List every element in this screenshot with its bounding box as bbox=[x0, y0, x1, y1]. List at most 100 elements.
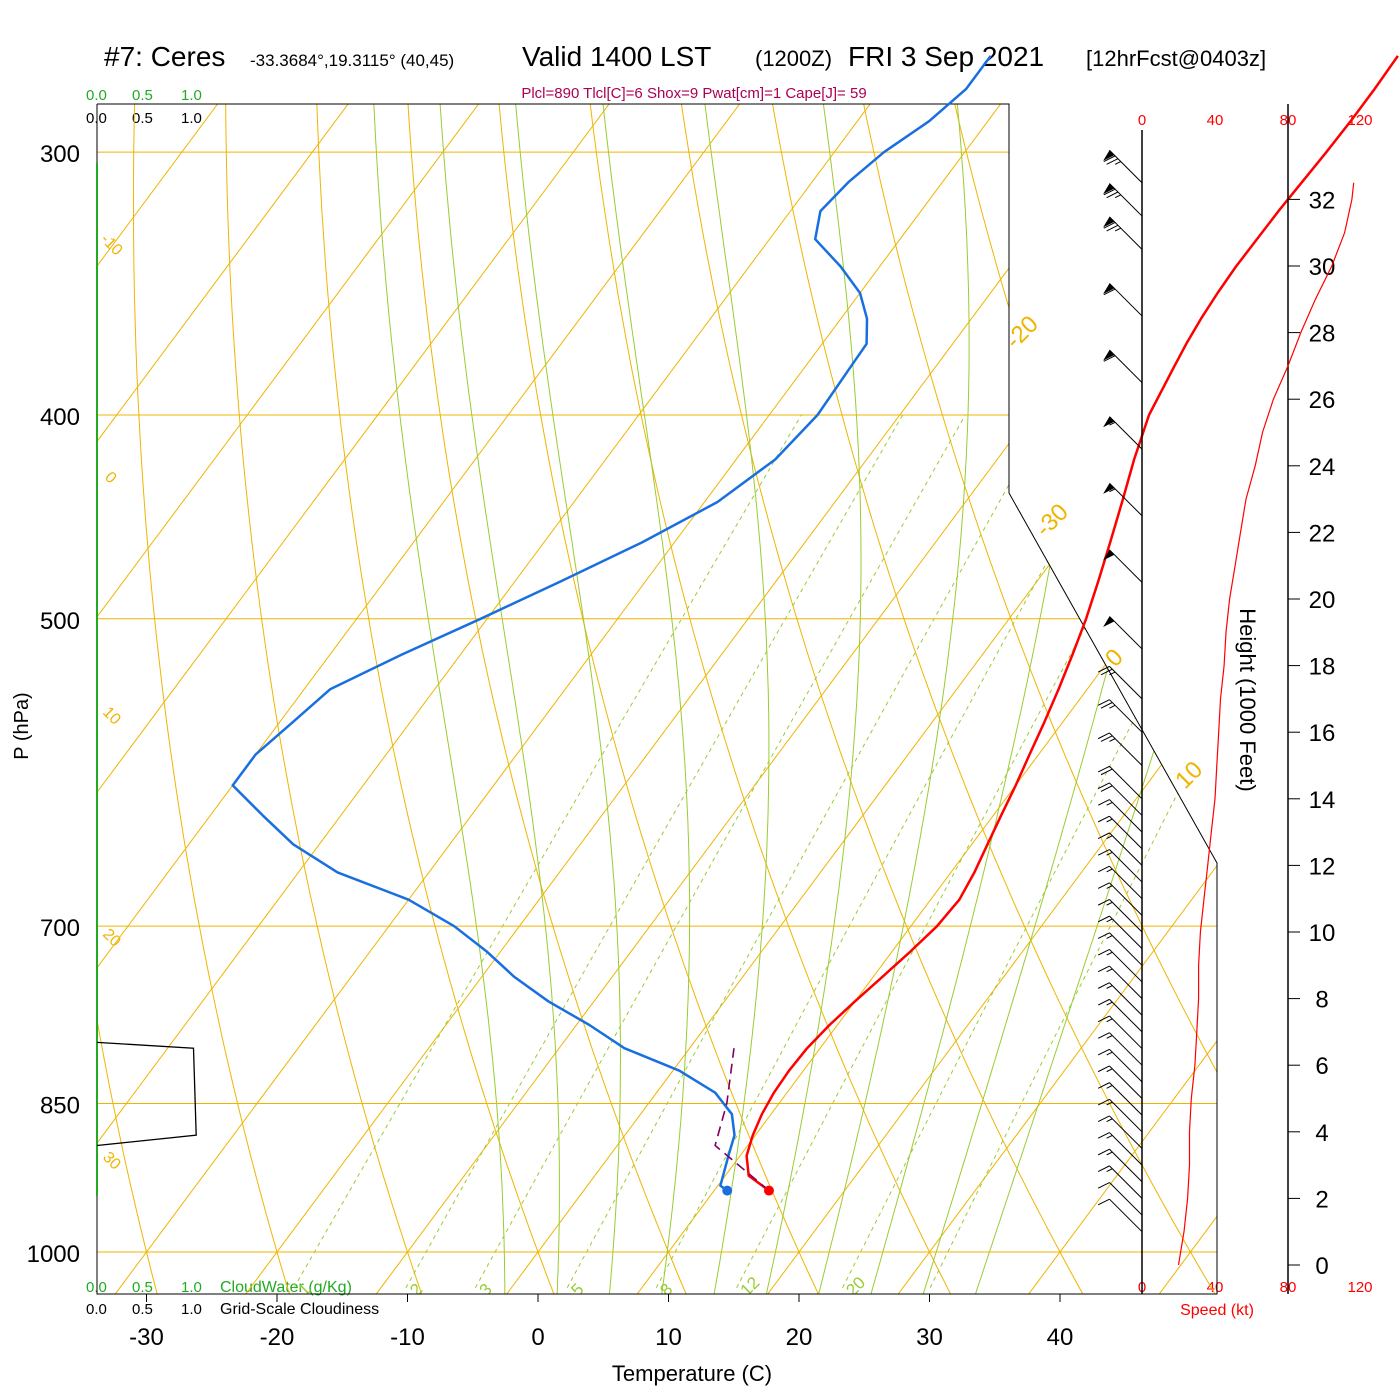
barb-staff bbox=[1109, 616, 1143, 650]
cloud-axis-bottom: 0.0 0.5 1.0 CloudWater (g/Kg) 0.0 0.5 1.… bbox=[86, 1279, 379, 1318]
wind-barb bbox=[1097, 865, 1143, 900]
parcel-line bbox=[714, 1048, 770, 1192]
barb-flag bbox=[1103, 288, 1116, 296]
barb-flag bbox=[1097, 915, 1110, 923]
barb-flag bbox=[1097, 782, 1110, 790]
mixing-ratio-line bbox=[655, 414, 1129, 1289]
wind-barb bbox=[1097, 699, 1143, 733]
barb-flag bbox=[1097, 1182, 1110, 1189]
barb-half-flag bbox=[1109, 421, 1116, 426]
barb-half-flag bbox=[1109, 488, 1116, 493]
barb-half-flag bbox=[1106, 1118, 1113, 1123]
temperature-tick-label: 20 bbox=[786, 1324, 813, 1351]
barb-flag bbox=[1103, 188, 1116, 196]
isotherm-label: 30 bbox=[99, 1149, 124, 1174]
isotherm-line bbox=[97, 104, 595, 1294]
barb-flag bbox=[1097, 932, 1110, 939]
speed-tick: 0 bbox=[1138, 112, 1146, 129]
dry-adiabat-line bbox=[400, 104, 707, 1294]
barb-flag bbox=[1097, 982, 1110, 989]
background-grid: 1 2 3 5 8 12 20 bbox=[0, 0, 1217, 1339]
barb-flag bbox=[1097, 899, 1110, 906]
barb-half-flag bbox=[1106, 885, 1113, 889]
barb-staff bbox=[1109, 349, 1143, 383]
temperature-tick-label: 40 bbox=[1047, 1324, 1074, 1351]
moist-adiabat-line bbox=[765, 104, 862, 1294]
barb-staff bbox=[1109, 815, 1143, 850]
barb-pennant bbox=[1103, 483, 1115, 494]
height-tick-label: 28 bbox=[1309, 321, 1336, 348]
wind-barb bbox=[1097, 1098, 1143, 1133]
barb-flag bbox=[1097, 665, 1110, 673]
temperature-line bbox=[745, 55, 1399, 1192]
dry-adiabat-line bbox=[0, 0, 35, 1339]
dry-adiabat-line bbox=[313, 104, 573, 1294]
barb-flag bbox=[1097, 1198, 1110, 1206]
wind-barb bbox=[1103, 216, 1143, 250]
barb-flag bbox=[1097, 1115, 1110, 1123]
plot-border bbox=[96, 103, 1218, 1295]
barb-half-flag bbox=[1106, 1134, 1113, 1139]
surface-dewpoint-marker bbox=[722, 1185, 733, 1196]
isotherm-line bbox=[97, 104, 856, 1294]
barb-half-flag bbox=[1114, 194, 1122, 199]
wind-barb bbox=[1103, 482, 1143, 517]
wind-barb bbox=[1097, 665, 1143, 700]
wind-barb bbox=[1103, 149, 1143, 184]
temperature-tick-label: -30 bbox=[129, 1324, 164, 1351]
mixing-ratio-label: 8 bbox=[656, 1280, 676, 1300]
barb-flag bbox=[1097, 1015, 1110, 1023]
barb-staff bbox=[1109, 782, 1143, 816]
cloudiness-tick: 0.5 bbox=[132, 110, 153, 127]
cloudiness-tick: 1.0 bbox=[181, 110, 202, 127]
barb-flag bbox=[1097, 1098, 1110, 1106]
barb-pennant bbox=[1103, 350, 1115, 361]
height-tick-label: 8 bbox=[1315, 987, 1328, 1014]
cloudiness-tick: 0.5 bbox=[132, 1301, 153, 1318]
wind-barb bbox=[1097, 732, 1143, 766]
barb-pennant bbox=[1103, 616, 1115, 628]
pressure-tick-label: 300 bbox=[40, 141, 80, 168]
cloudiness-tick: 0.0 bbox=[86, 1301, 107, 1318]
temperature-tick-label: -20 bbox=[260, 1324, 295, 1351]
dry-adiabat-line bbox=[97, 104, 170, 1294]
barb-staff bbox=[1109, 982, 1143, 1016]
isotherm-line bbox=[97, 104, 726, 1294]
station-title: #7: Ceres bbox=[104, 41, 225, 72]
barb-staff bbox=[1109, 1165, 1143, 1199]
wind-barb bbox=[1103, 349, 1143, 383]
barb-half-flag bbox=[1106, 918, 1113, 923]
barb-flag bbox=[1100, 735, 1113, 742]
isotherm-label: -20 bbox=[1000, 311, 1044, 355]
wind-barb bbox=[1097, 849, 1143, 883]
barb-half-flag bbox=[1114, 161, 1122, 165]
isotherm-line bbox=[472, 104, 1217, 1294]
barb-half-flag bbox=[1106, 968, 1113, 973]
dry-adiabat-line bbox=[747, 104, 1217, 1294]
barb-staff bbox=[1109, 149, 1143, 184]
barb-staff bbox=[1109, 283, 1143, 317]
pressure-tick-label: 850 bbox=[40, 1093, 80, 1120]
wind-barb bbox=[1097, 782, 1143, 816]
wind-barb bbox=[1097, 982, 1143, 1016]
cloudwater-tick: 0.5 bbox=[132, 87, 153, 104]
barb-staff bbox=[1109, 865, 1143, 900]
barb-staff bbox=[1109, 899, 1143, 933]
isotherm-label: 20 bbox=[99, 926, 124, 951]
isotherm-label: 0 bbox=[1100, 644, 1129, 673]
barb-half-flag bbox=[1106, 801, 1113, 806]
moist-adiabat-line bbox=[369, 104, 506, 1294]
barb-flag bbox=[1097, 998, 1110, 1006]
sounding-series bbox=[231, 55, 1399, 1196]
barb-half-flag bbox=[1106, 1068, 1113, 1073]
height-tick-label: 22 bbox=[1309, 520, 1336, 547]
cloudiness-tick: 0.0 bbox=[86, 110, 107, 127]
barb-flag bbox=[1097, 882, 1110, 889]
surface-temperature-marker bbox=[763, 1185, 774, 1196]
height-tick-label: 12 bbox=[1309, 853, 1336, 880]
barb-staff bbox=[1109, 849, 1143, 883]
barb-flag bbox=[1097, 699, 1110, 706]
dry-adiabat-line bbox=[1181, 104, 1217, 1294]
barb-flag bbox=[1097, 732, 1110, 740]
